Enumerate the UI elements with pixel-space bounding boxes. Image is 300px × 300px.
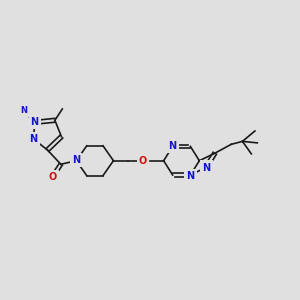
Text: N: N (31, 117, 39, 128)
Text: N: N (29, 134, 38, 144)
Text: N: N (169, 140, 177, 151)
Text: N: N (202, 163, 211, 172)
Text: N: N (20, 106, 27, 115)
Text: N: N (72, 155, 80, 165)
Text: O: O (139, 156, 147, 166)
Text: N: N (186, 171, 194, 181)
Text: O: O (48, 172, 57, 182)
